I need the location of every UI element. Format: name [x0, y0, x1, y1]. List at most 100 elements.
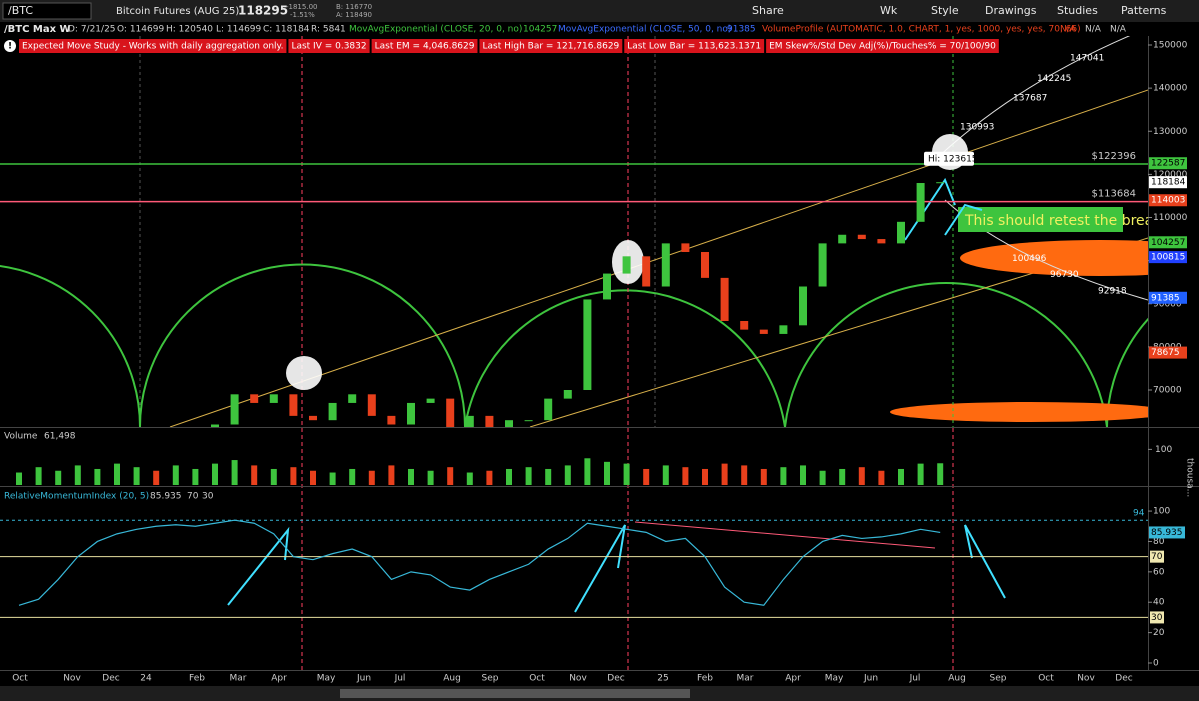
last: 118295 — [238, 4, 288, 18]
symbol-box[interactable] — [2, 2, 92, 20]
candle — [387, 415, 396, 425]
volume-bar — [55, 470, 62, 485]
candle — [269, 394, 278, 403]
volume-bar — [878, 470, 885, 485]
style-button[interactable]: Style — [931, 4, 959, 17]
timeframe-button[interactable]: Wk — [880, 4, 898, 17]
volume-profile-node — [890, 402, 1148, 422]
volume-bar — [94, 468, 101, 485]
scroll-thumb[interactable] — [340, 689, 690, 698]
patterns-button[interactable]: Patterns — [1121, 4, 1167, 17]
price-pane: $122396 $113684 This should retest the bre… — [0, 151, 1184, 574]
price-label-box — [1149, 251, 1187, 264]
candle — [426, 398, 435, 403]
candle — [799, 286, 807, 326]
volume-bar — [800, 465, 806, 485]
x-tick-label: Dec — [102, 674, 119, 684]
candle — [407, 402, 415, 425]
candle — [681, 243, 690, 253]
volume-bar — [760, 468, 767, 485]
candle — [309, 415, 317, 421]
volume-bar — [270, 468, 277, 485]
x-tick-label: 25 — [657, 674, 668, 684]
candle — [74, 530, 82, 541]
note-box — [958, 207, 1123, 232]
volume-bar — [408, 468, 414, 485]
rmi-current-label: 85.935 — [1151, 528, 1183, 538]
volume-bar — [251, 465, 258, 485]
volume-profile-node — [960, 240, 1148, 276]
alert-icon[interactable] — [4, 40, 16, 52]
candle — [152, 509, 160, 511]
change: -1815.00 — [286, 3, 317, 11]
date: D: 7/21/25 — [68, 25, 116, 35]
volume-bar — [584, 458, 591, 485]
rmi-line — [18, 519, 941, 606]
trendline — [169, 89, 1148, 427]
x-tick-label: Mar — [230, 674, 247, 684]
rmi-level-box — [1150, 611, 1164, 624]
candle — [661, 243, 670, 287]
na: N/A — [1060, 25, 1077, 35]
drawings-button[interactable]: Drawings — [985, 4, 1037, 17]
projection-label: 142245 — [1037, 74, 1071, 84]
volume-bar — [466, 472, 473, 485]
volume-bar — [545, 468, 552, 485]
na: N/A — [1110, 25, 1127, 35]
y-tick-label: 20 — [1153, 628, 1165, 638]
symbol[interactable]: /BTC — [8, 4, 33, 17]
x-tick-label: Aug — [443, 674, 461, 684]
arrow — [964, 524, 1006, 599]
candle — [15, 573, 23, 574]
na: N/A — [1085, 25, 1102, 35]
x-tick-label: Jun — [863, 674, 878, 684]
projection-label: 92918 — [1098, 287, 1127, 297]
x-tick-label: Apr — [271, 674, 287, 684]
candle — [93, 528, 101, 530]
rmi-upper-label: 94 — [1133, 509, 1145, 519]
x-tick-label: Sep — [482, 674, 499, 684]
candle — [505, 420, 513, 427]
x-tick-label: Nov — [1077, 674, 1095, 684]
price-label-box — [1149, 176, 1187, 189]
open: O: 114699 — [117, 25, 164, 35]
cycle-arcs — [0, 263, 1148, 427]
range: R: 5841 — [311, 25, 346, 35]
candle — [936, 182, 945, 184]
candle — [289, 394, 298, 416]
x-tick-label: Nov — [569, 674, 587, 684]
volume-bar — [310, 470, 316, 485]
x-tick-label: Jun — [356, 674, 371, 684]
rmi-level-label: 30 — [1151, 613, 1163, 623]
candle — [328, 402, 337, 421]
rmi-level-label: 70 — [1151, 552, 1163, 562]
price-label: 78675 — [1151, 348, 1180, 358]
candle — [740, 321, 749, 330]
studies-button[interactable]: Studies — [1057, 4, 1098, 17]
rmi-level-legend: 30 — [202, 492, 214, 502]
volume-bar — [839, 468, 846, 485]
ema50-value: 91385 — [727, 25, 756, 35]
ema20: MovAvgExponential (CLOSE, 20, 0, no) — [349, 25, 522, 35]
candle — [544, 398, 553, 421]
candle — [172, 509, 180, 511]
candle — [348, 394, 357, 403]
x-tick-label: Feb — [697, 674, 713, 684]
candle — [877, 239, 886, 244]
volume-bar — [349, 468, 356, 485]
study-label-box — [624, 39, 765, 53]
y-tick-label: 100 — [1155, 445, 1172, 455]
note: This should retest the breakout — [964, 213, 1184, 229]
price-label: 114003 — [1151, 196, 1185, 206]
y-tick-label: 70000 — [1153, 386, 1182, 396]
volume-bar — [329, 472, 336, 485]
volume-bar — [368, 470, 375, 485]
share-button[interactable]: Share — [752, 4, 784, 17]
y-tick-label: 0 — [1153, 659, 1159, 669]
ask: A: 118490 — [336, 11, 372, 19]
volume-bar — [290, 467, 297, 485]
candle — [701, 252, 709, 278]
high-label: Hi: 123615 — [928, 154, 978, 164]
volume-bar — [564, 465, 571, 485]
